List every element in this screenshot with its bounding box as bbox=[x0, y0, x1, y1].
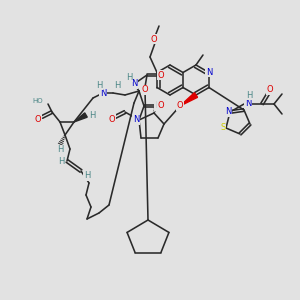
Text: O: O bbox=[109, 115, 115, 124]
Text: N: N bbox=[225, 107, 231, 116]
Text: N: N bbox=[131, 80, 137, 88]
Text: O: O bbox=[267, 85, 273, 94]
Text: H: H bbox=[246, 91, 252, 100]
Text: H: H bbox=[57, 146, 63, 154]
Text: O: O bbox=[35, 115, 41, 124]
Text: H: H bbox=[58, 157, 64, 166]
Polygon shape bbox=[180, 93, 198, 106]
Text: N: N bbox=[206, 68, 212, 77]
Text: O: O bbox=[151, 34, 157, 43]
Text: O: O bbox=[158, 70, 164, 80]
Text: HO: HO bbox=[32, 98, 43, 104]
Text: H: H bbox=[126, 73, 132, 82]
Text: N: N bbox=[133, 116, 139, 124]
Text: H: H bbox=[84, 172, 90, 181]
Text: H: H bbox=[155, 101, 161, 110]
Text: H: H bbox=[96, 80, 102, 89]
Text: O: O bbox=[142, 85, 148, 94]
Text: S: S bbox=[220, 124, 226, 133]
Text: O: O bbox=[177, 101, 183, 110]
Text: N: N bbox=[100, 88, 106, 98]
Text: H: H bbox=[89, 110, 95, 119]
Text: H: H bbox=[114, 82, 120, 91]
Polygon shape bbox=[74, 113, 87, 122]
Text: N: N bbox=[245, 100, 251, 109]
Text: O: O bbox=[158, 101, 164, 110]
